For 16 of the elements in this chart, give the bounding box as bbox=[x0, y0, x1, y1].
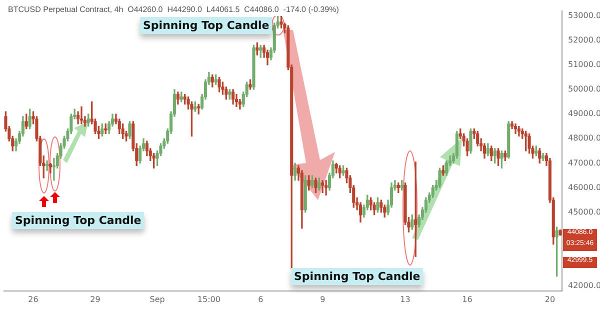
candlestick bbox=[46, 160, 49, 171]
x-tick-label: 20 bbox=[544, 294, 556, 304]
x-tick-label: 6 bbox=[258, 294, 264, 304]
annotation: Spinning Top Candle bbox=[12, 212, 144, 229]
x-tick-label: 9 bbox=[320, 294, 326, 304]
x-tick-label: 29 bbox=[90, 294, 100, 304]
chart-title: BTCUSD Perpetual Contract, 4h O44260.0 H44290.0 L44061.5 C44086.0 -174.0 (-0.39%) bbox=[8, 5, 340, 14]
candlestick bbox=[80, 106, 84, 124]
x-tick-label: Sep bbox=[150, 294, 165, 304]
x-tick-label: 13 bbox=[400, 294, 410, 304]
candlestick bbox=[324, 180, 328, 196]
x-tick-label: 16 bbox=[462, 294, 472, 304]
annotation: Spinning Top Candle bbox=[291, 268, 424, 285]
x-tick-label: 15:00 bbox=[197, 294, 220, 304]
x-tick-label: 26 bbox=[28, 294, 38, 304]
annotation: Spinning Top Candle bbox=[140, 17, 272, 34]
